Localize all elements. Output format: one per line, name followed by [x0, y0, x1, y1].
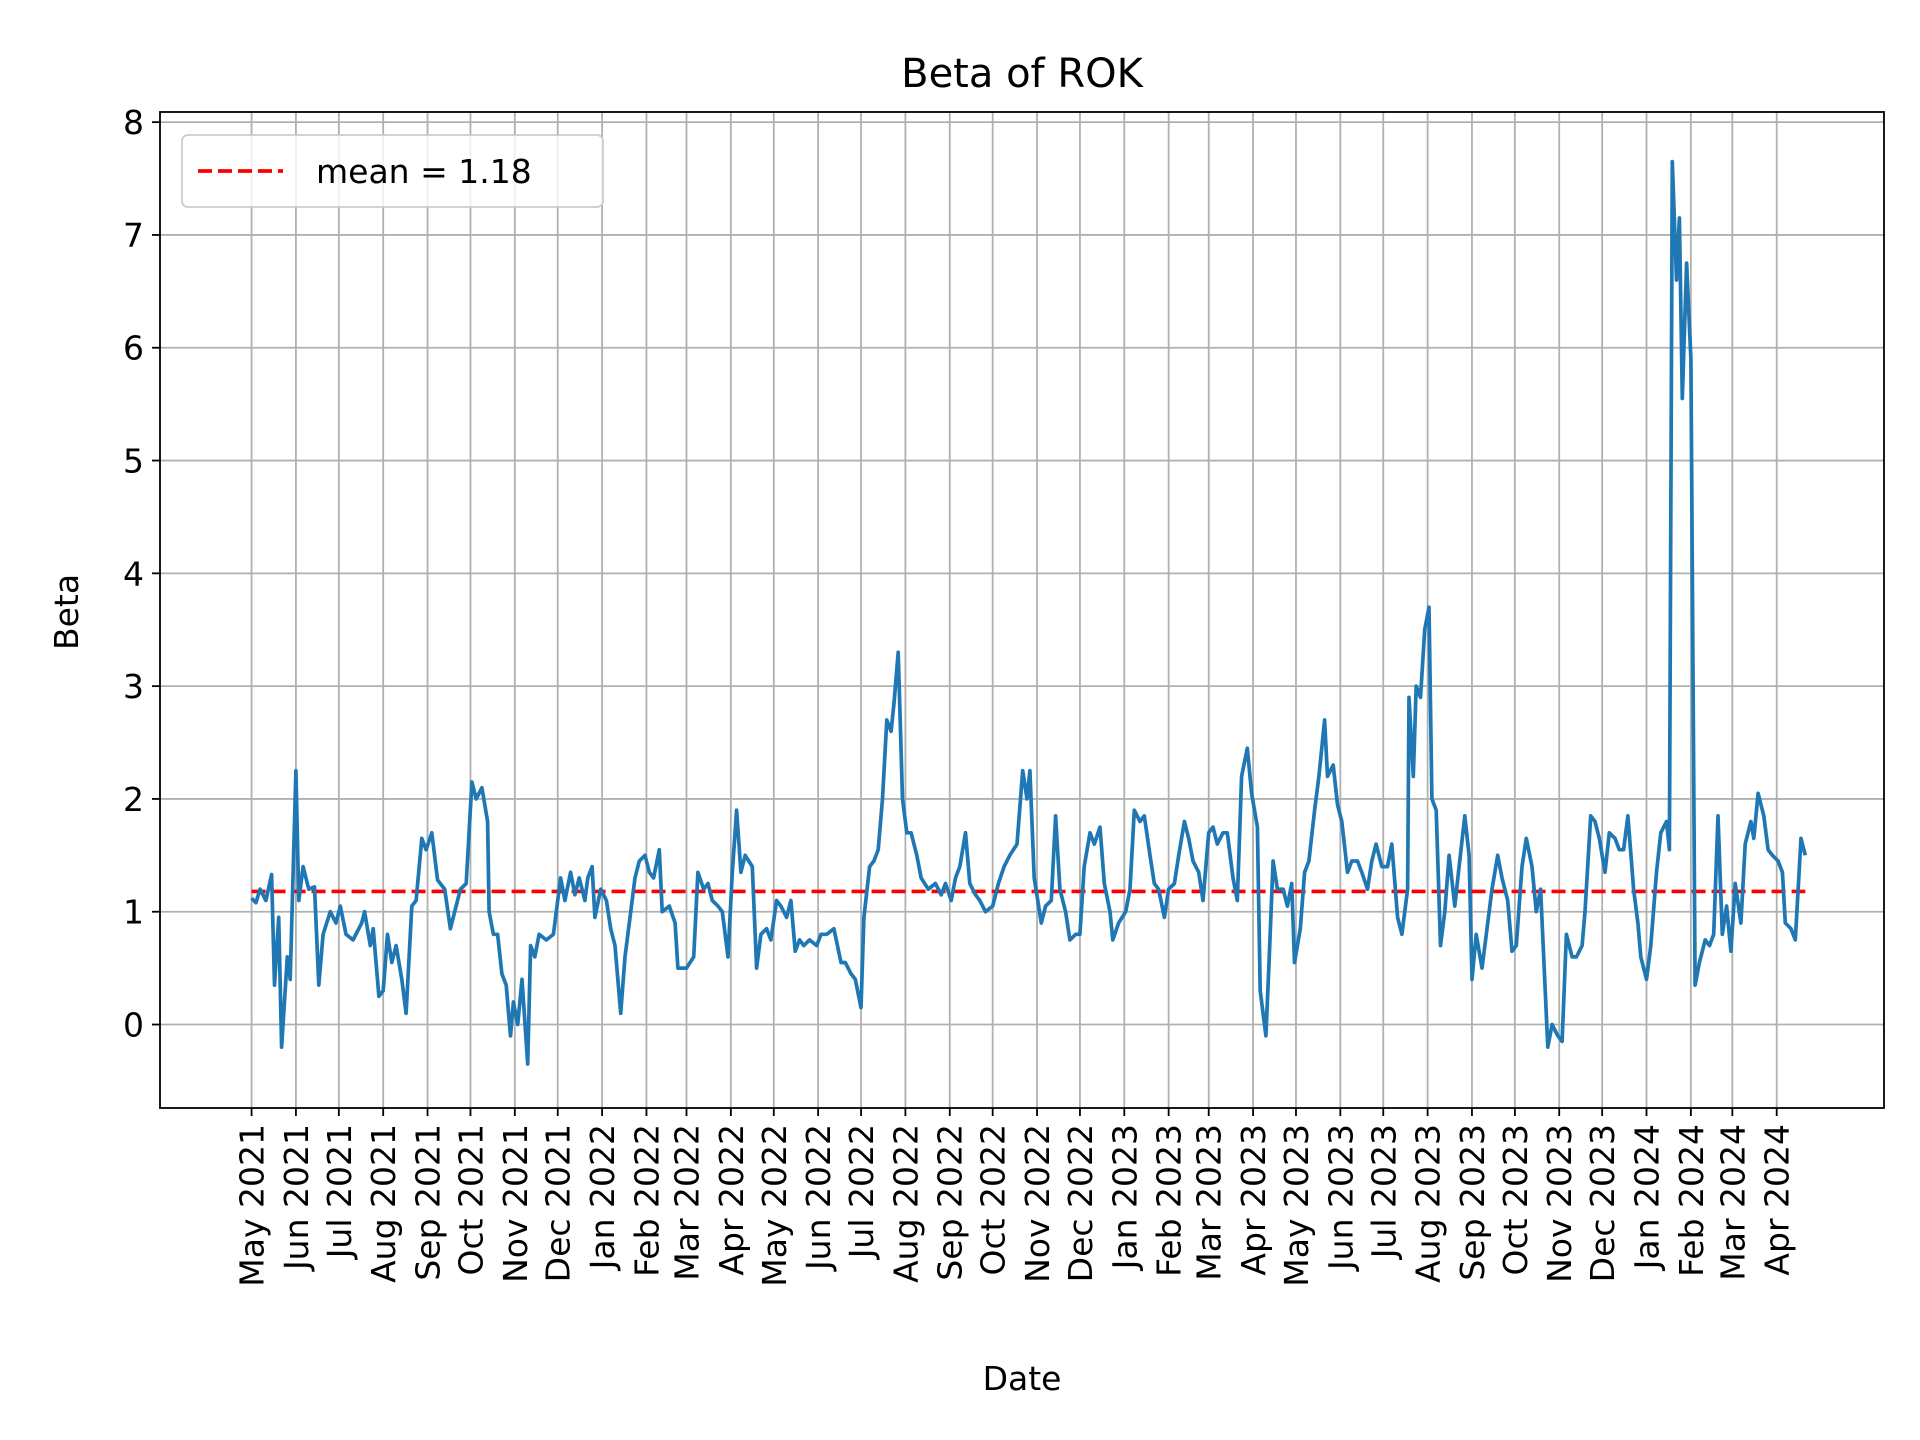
beta-series-line: [250, 159, 1808, 1066]
x-tick-label: Apr 2023: [1234, 1124, 1273, 1276]
y-tick-label: 1: [123, 893, 144, 932]
x-tick-label: May 2023: [1277, 1124, 1316, 1287]
x-tick-label: Mar 2023: [1190, 1124, 1229, 1281]
x-tick-label: Dec 2022: [1061, 1124, 1100, 1282]
x-axis: May 2021 Jun 2021 Jul 2021 Aug 2021 Sep 2021…: [233, 1108, 1797, 1287]
y-tick-label: 2: [123, 780, 144, 819]
series-layer: [250, 159, 1808, 1066]
y-tick-label: 7: [123, 216, 144, 255]
x-tick-label: Sep 2023: [1453, 1124, 1492, 1281]
x-tick-label: Dec 2023: [1583, 1124, 1622, 1282]
x-tick-label: Apr 2024: [1758, 1124, 1797, 1276]
x-tick-label: Jul 2023: [1364, 1124, 1403, 1260]
x-tick-label: Jan 2024: [1628, 1124, 1667, 1271]
x-tick-label: Aug 2021: [364, 1124, 403, 1283]
x-tick-label: Nov 2023: [1540, 1124, 1579, 1283]
legend: mean = 1.18: [181, 134, 604, 208]
x-tick-label: Aug 2023: [1409, 1124, 1448, 1283]
y-tick-label: 5: [123, 442, 144, 481]
x-tick-label: Jul 2022: [842, 1124, 881, 1260]
x-tick-label: Sep 2022: [931, 1124, 970, 1281]
x-tick-label: Jun 2021: [277, 1124, 316, 1272]
x-tick-label: Aug 2022: [886, 1124, 925, 1283]
y-tick-label: 6: [123, 329, 144, 368]
x-tick-label: May 2021: [233, 1124, 272, 1287]
legend-box: [181, 134, 604, 208]
y-tick-label: 3: [123, 667, 144, 706]
y-tick-label: 8: [123, 103, 144, 142]
x-tick-label: Jun 2022: [799, 1124, 838, 1272]
y-tick-label: 0: [123, 1006, 144, 1045]
x-tick-label: Sep 2021: [409, 1124, 448, 1281]
x-tick-label: Feb 2024: [1672, 1124, 1711, 1277]
x-tick-label: Oct 2021: [451, 1124, 490, 1276]
x-tick-label: Oct 2022: [974, 1124, 1013, 1276]
x-tick-label: Jan 2023: [1105, 1124, 1144, 1271]
x-tick-label: Feb 2022: [627, 1124, 666, 1277]
x-tick-label: Oct 2023: [1496, 1124, 1535, 1276]
x-tick-label: Nov 2021: [496, 1124, 535, 1283]
x-tick-label: Jul 2021: [320, 1124, 359, 1260]
chart-title: Beta of ROK: [901, 51, 1145, 97]
x-tick-label: Mar 2022: [667, 1124, 706, 1281]
legend-mean-label: mean = 1.18: [316, 152, 532, 191]
y-axis-label: Beta: [47, 574, 86, 650]
y-axis: 0 1 2 3 4 5 6 7 8: [123, 103, 160, 1045]
x-tick-label: May 2022: [755, 1124, 794, 1287]
x-tick-label: Nov 2022: [1018, 1124, 1057, 1283]
x-axis-label: Date: [983, 1359, 1062, 1398]
plot-frame: [159, 111, 1885, 1109]
x-tick-label: Feb 2023: [1150, 1124, 1189, 1277]
x-tick-label: Jan 2022: [583, 1124, 622, 1271]
x-tick-label: Mar 2024: [1713, 1124, 1752, 1281]
x-tick-label: Apr 2022: [712, 1124, 751, 1276]
x-tick-label: Dec 2021: [539, 1124, 578, 1282]
x-tick-label: Jun 2023: [1321, 1124, 1360, 1272]
y-tick-label: 4: [123, 554, 144, 593]
